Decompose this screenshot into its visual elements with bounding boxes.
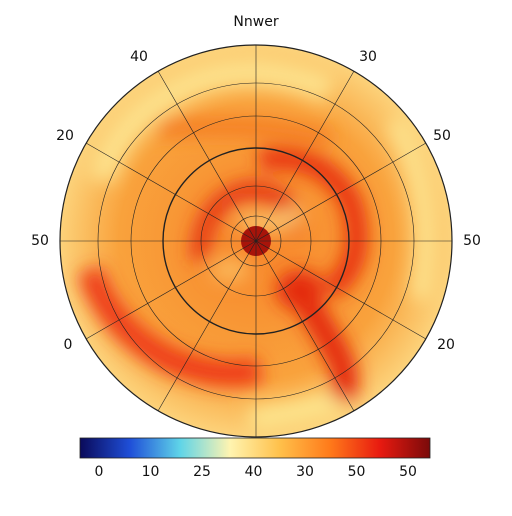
angular-label: 50 bbox=[463, 233, 481, 249]
colorbar-tick-label: 25 bbox=[193, 464, 211, 480]
colorbar bbox=[79, 437, 431, 459]
angular-label: 40 bbox=[130, 49, 148, 65]
angular-label: 20 bbox=[437, 337, 455, 353]
angular-label: 50 bbox=[433, 128, 451, 144]
colorbar-tick-label: 40 bbox=[245, 464, 263, 480]
colorbar-tick-label: 30 bbox=[296, 464, 314, 480]
angular-label: 30 bbox=[359, 49, 377, 65]
colorbar-tick-label: 0 bbox=[95, 464, 104, 480]
colorbar-tick-label: 50 bbox=[399, 464, 417, 480]
colorbar-tick-label: 10 bbox=[142, 464, 160, 480]
angular-label: 0 bbox=[64, 337, 73, 353]
angular-labels: 40 30 20 50 50 50 0 20 bbox=[31, 49, 481, 353]
colorbar-tick-label: 50 bbox=[348, 464, 366, 480]
angular-label: 50 bbox=[31, 233, 49, 249]
polar-grid bbox=[59, 44, 453, 438]
angular-label: 20 bbox=[56, 128, 74, 144]
chart-title: Nnwer bbox=[233, 14, 278, 30]
